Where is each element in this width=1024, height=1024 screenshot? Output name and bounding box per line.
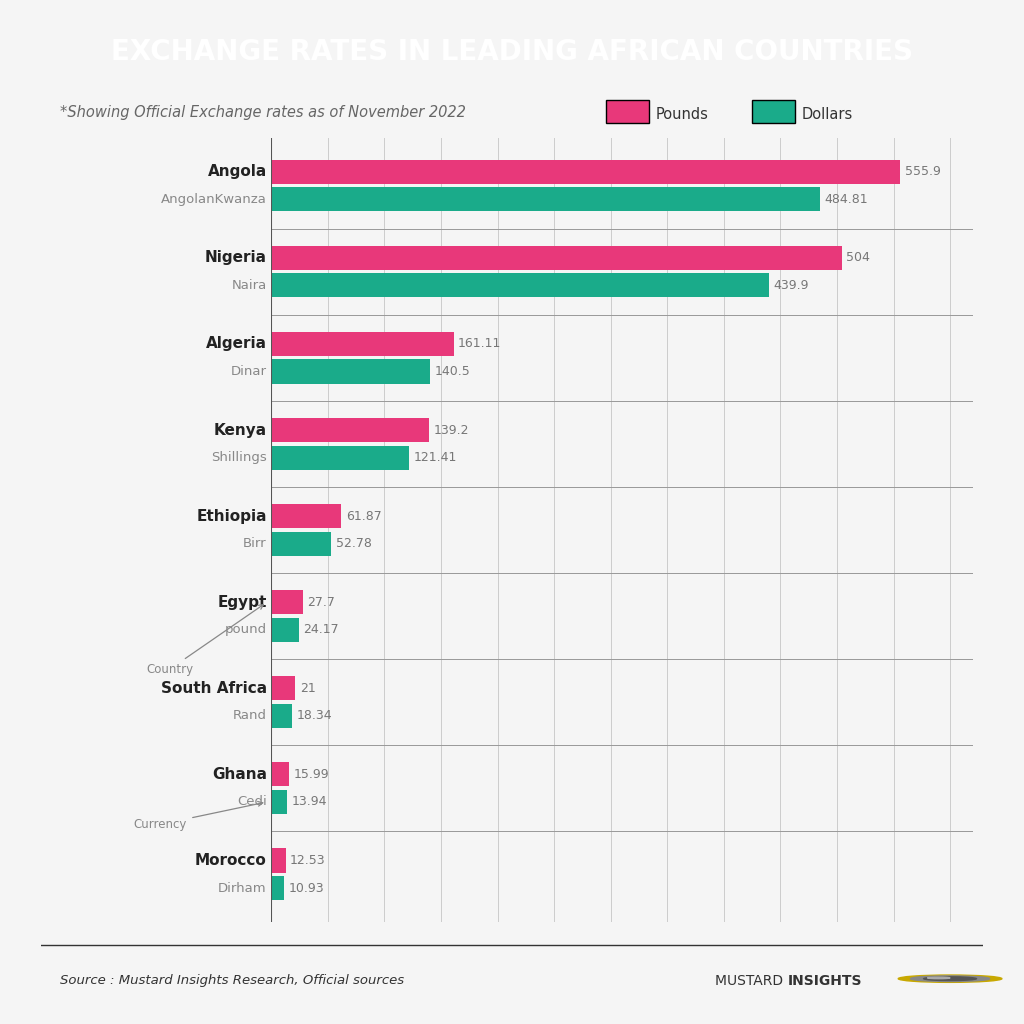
Text: 121.41: 121.41 [414,452,457,464]
Text: Ghana: Ghana [212,767,267,782]
Bar [271,849,286,872]
Bar [271,246,842,270]
Text: Source : Mustard Insights Research, Official sources: Source : Mustard Insights Research, Offi… [59,974,403,987]
Text: Cedi: Cedi [238,796,267,808]
Bar [271,531,331,556]
Text: 439.9: 439.9 [773,279,809,292]
Text: Nigeria: Nigeria [205,251,267,265]
FancyBboxPatch shape [753,100,795,123]
Text: 139.2: 139.2 [433,424,469,436]
Bar [271,703,292,728]
Bar [271,876,284,900]
Text: Dinar: Dinar [230,365,267,378]
Text: 52.78: 52.78 [336,538,372,550]
Bar [271,273,769,298]
Text: South Africa: South Africa [161,681,267,696]
Bar [271,676,295,700]
Bar [271,762,290,786]
Text: Dollars: Dollars [801,108,852,122]
Text: Birr: Birr [244,538,267,550]
Text: 555.9: 555.9 [905,165,941,178]
Bar [271,504,341,528]
Text: 484.81: 484.81 [824,193,868,206]
Text: Angola: Angola [208,164,267,179]
Text: 13.94: 13.94 [292,796,327,808]
Bar [271,187,820,211]
Text: Dirham: Dirham [218,882,267,895]
Text: Currency: Currency [134,802,263,830]
Text: EXCHANGE RATES IN LEADING AFRICAN COUNTRIES: EXCHANGE RATES IN LEADING AFRICAN COUNTR… [111,38,913,67]
Text: 504: 504 [846,252,870,264]
Text: Shillings: Shillings [211,452,267,464]
Text: 161.11: 161.11 [458,338,502,350]
Bar [271,160,900,184]
Text: 15.99: 15.99 [294,768,330,781]
Text: *Showing Official Exchange rates as of November 2022: *Showing Official Exchange rates as of N… [59,105,466,120]
Text: Kenya: Kenya [214,423,267,437]
Circle shape [910,976,989,981]
Text: INSIGHTS: INSIGHTS [788,974,862,988]
Text: Rand: Rand [232,710,267,722]
Text: MUSTARD: MUSTARD [715,974,787,988]
Text: 140.5: 140.5 [435,365,471,378]
Text: pound: pound [224,624,267,636]
Circle shape [924,977,977,981]
Bar [271,617,299,642]
Text: Ethiopia: Ethiopia [197,509,267,523]
Text: 27.7: 27.7 [307,596,335,608]
Bar [271,332,454,356]
Bar [271,418,429,442]
Text: Naira: Naira [231,279,267,292]
Text: 21: 21 [300,682,315,695]
Text: Algeria: Algeria [206,337,267,351]
Text: Country: Country [146,604,263,676]
Text: 18.34: 18.34 [297,710,332,722]
Text: Pounds: Pounds [655,108,708,122]
Text: 24.17: 24.17 [303,624,339,636]
Circle shape [898,975,1001,982]
Text: 61.87: 61.87 [346,510,382,522]
Text: 10.93: 10.93 [288,882,324,895]
Bar [271,359,430,384]
Circle shape [928,977,950,979]
Bar [271,790,287,814]
Text: AngolanKwanza: AngolanKwanza [161,193,267,206]
Text: Morocco: Morocco [196,853,267,868]
Bar [271,590,303,614]
Bar [271,445,409,470]
Text: Egypt: Egypt [217,595,267,609]
FancyBboxPatch shape [606,100,648,123]
Text: 12.53: 12.53 [290,854,326,867]
